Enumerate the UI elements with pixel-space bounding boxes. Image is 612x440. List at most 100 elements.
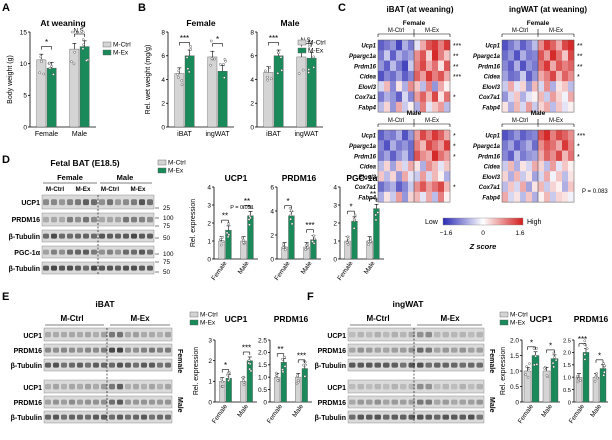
blot-lane-label: M-Ex	[75, 186, 91, 193]
blot-band	[349, 347, 356, 353]
blot-band	[61, 362, 67, 368]
blot-band	[75, 249, 81, 255]
blot-band	[400, 347, 407, 353]
heat-cell	[502, 101, 509, 113]
heat-cell	[562, 181, 569, 192]
bar	[288, 215, 295, 260]
blot-band	[77, 414, 83, 420]
blot-tubulin-male	[347, 410, 485, 424]
data-point	[602, 364, 606, 367]
data-point	[551, 361, 555, 365]
blot-band	[67, 233, 73, 239]
heat-cell	[532, 50, 539, 61]
p-value-note: P = 0.083	[582, 189, 608, 195]
gene-label: Cox7a1	[355, 95, 377, 101]
chart-D1: 0 1 2 3 4 UCP1 Rel. expression ** Female ** Male	[190, 173, 258, 282]
blot-band	[391, 347, 398, 353]
y-tick-label: 10	[20, 61, 28, 68]
protein-label: PRDM16	[318, 348, 347, 355]
blot-band	[91, 216, 97, 223]
heat-cell	[384, 191, 391, 203]
x-tick-label: Male	[300, 260, 314, 276]
data-point	[50, 65, 53, 68]
chart-F1: 0 0.5 1.0 1.5 2.0 UCP1 Rel. expression * Female *…	[500, 314, 560, 425]
blot-band	[125, 383, 131, 390]
heat-cell	[414, 81, 421, 92]
heat-cell	[414, 171, 421, 182]
blot-band	[51, 216, 57, 223]
blot-band	[408, 362, 415, 368]
heat-cell	[544, 191, 551, 203]
data-point	[353, 213, 357, 217]
heat-cell	[532, 130, 539, 141]
heat-cell	[396, 181, 403, 192]
heat-cell	[550, 171, 557, 182]
significance-label: **	[370, 190, 376, 199]
data-point	[374, 213, 378, 217]
data-point	[301, 68, 305, 72]
significance-label: ***	[453, 43, 461, 50]
gene-label: Prdm16	[354, 64, 377, 70]
heat-cell	[390, 40, 397, 51]
blot-band	[374, 399, 381, 405]
blot-band	[101, 347, 107, 353]
data-point	[283, 365, 287, 368]
blot-band	[165, 362, 171, 368]
blot-band	[131, 265, 137, 271]
heat-cell	[402, 181, 409, 192]
significance-label: ***	[305, 221, 314, 230]
heat-cell	[390, 50, 397, 61]
heat-cell	[420, 91, 427, 102]
protein-label: PGC-1α	[14, 250, 40, 257]
heat-cell	[390, 171, 397, 182]
blot-band	[133, 399, 139, 405]
heat-cell	[526, 40, 533, 51]
blot-band	[366, 414, 373, 420]
blot-group-label: M-Ctrl	[60, 314, 83, 323]
blot-lane-label: M-Ctrl	[101, 186, 119, 193]
y-tick-label: 2.5	[563, 338, 571, 344]
blot-band	[141, 331, 147, 338]
blot-band	[451, 331, 458, 338]
blot-band	[59, 233, 65, 239]
protein-label: UCP1	[327, 333, 346, 340]
heat-cell	[402, 81, 409, 92]
heat-cell	[396, 50, 403, 61]
blot-band	[391, 414, 398, 420]
blot-band	[93, 331, 99, 338]
heat-cell	[568, 70, 575, 82]
blot-band	[123, 265, 129, 271]
heat-cell	[556, 50, 563, 61]
blot-band	[109, 362, 115, 368]
blot-band	[139, 265, 145, 271]
heat-cell	[438, 140, 445, 151]
blot-background	[347, 358, 485, 372]
heat-cell	[432, 130, 439, 141]
blot-band	[67, 249, 73, 255]
legend-label-ex: M-Ex	[510, 320, 526, 327]
heat-cell	[562, 150, 569, 162]
heat-cell	[438, 181, 445, 192]
y-tick-label: 0.5	[563, 388, 571, 394]
blot-band	[374, 331, 381, 338]
blot-band	[139, 233, 145, 239]
protein-label: UCP1	[23, 385, 42, 392]
marker-label: 50	[163, 235, 171, 242]
data-point	[527, 367, 531, 370]
y-tick-label: 1.5	[563, 363, 571, 369]
data-point	[242, 383, 246, 387]
blot-background	[43, 358, 173, 372]
marker-label: 75	[163, 259, 171, 266]
blot-band	[147, 265, 153, 271]
blot-band	[408, 347, 415, 353]
heat-cell	[420, 171, 427, 182]
heat-cell	[544, 81, 551, 92]
heat-cell	[550, 101, 557, 113]
heat-cell	[444, 150, 451, 162]
heat-cell	[544, 101, 551, 113]
y-tick-label: 1.5	[258, 362, 267, 369]
